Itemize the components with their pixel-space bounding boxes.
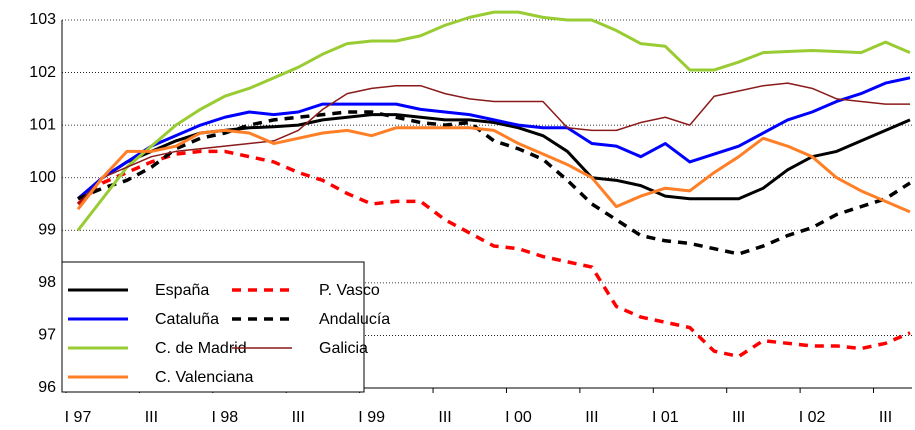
legend-label: C. de Madrid bbox=[155, 340, 247, 357]
y-tick-label: 98 bbox=[38, 274, 56, 291]
y-tick-label: 103 bbox=[29, 11, 56, 28]
legend-label: P. Vasco bbox=[319, 282, 380, 299]
legend-label: Galicia bbox=[319, 340, 368, 357]
legend-label: Cataluña bbox=[155, 311, 219, 328]
y-tick-label: 100 bbox=[29, 169, 56, 186]
x-tick-label: III bbox=[292, 409, 305, 426]
x-tick-label: I 97 bbox=[65, 409, 92, 426]
x-tick-label: III bbox=[145, 409, 158, 426]
x-tick-label: I 99 bbox=[358, 409, 385, 426]
x-tick-label: I 02 bbox=[799, 409, 826, 426]
x-tick-label: III bbox=[732, 409, 745, 426]
series-line bbox=[77, 76, 911, 200]
legend-label: España bbox=[155, 282, 209, 299]
series-line bbox=[76, 149, 911, 359]
series-line bbox=[76, 10, 911, 232]
legend-label: C. Valenciana bbox=[155, 369, 254, 386]
legend: España P. Vasco Cataluña Andalucía C. de Mad… bbox=[61, 261, 390, 393]
series-line bbox=[77, 82, 910, 205]
series-line bbox=[76, 126, 911, 214]
legend-box bbox=[61, 261, 365, 393]
series-line bbox=[77, 110, 911, 256]
x-tick-label: I 98 bbox=[211, 409, 238, 426]
x-tick-label: I 00 bbox=[505, 409, 532, 426]
x-tick-label: III bbox=[879, 409, 892, 426]
y-tick-label: 101 bbox=[29, 116, 56, 133]
legend-label: Andalucía bbox=[319, 311, 390, 328]
y-tick-label: 102 bbox=[29, 64, 56, 81]
x-tick-label: III bbox=[438, 409, 451, 426]
x-tick-label: III bbox=[585, 409, 598, 426]
y-tick-label: 96 bbox=[38, 379, 56, 396]
series-line bbox=[77, 113, 911, 201]
x-tick-label: I 01 bbox=[652, 409, 679, 426]
y-tick-label: 97 bbox=[38, 327, 56, 344]
y-tick-label: 99 bbox=[38, 222, 56, 239]
